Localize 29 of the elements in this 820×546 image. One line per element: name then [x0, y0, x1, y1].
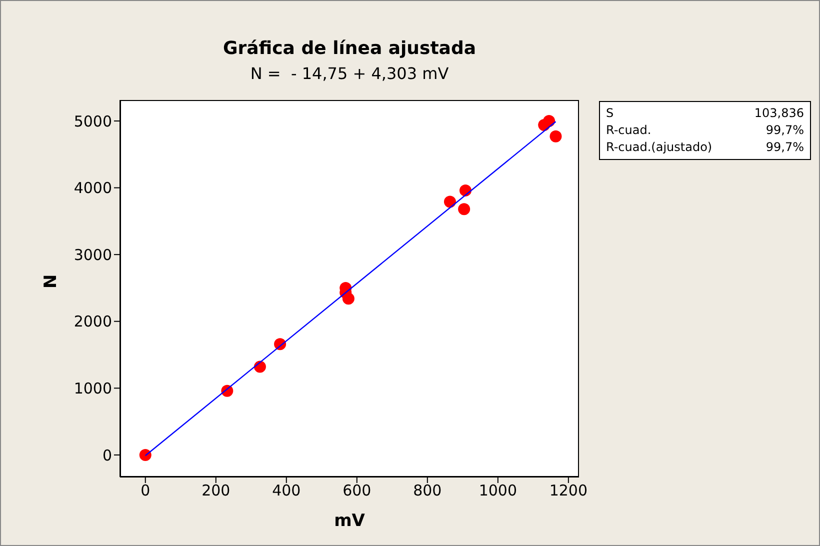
point	[458, 203, 470, 216]
y-tick-label: 4000	[74, 179, 112, 198]
x-tick-label: 200	[202, 482, 230, 500]
y-axis-title: N	[41, 274, 62, 288]
chart-subtitle: N = - 14,75 + 4,303 mV	[249, 64, 450, 83]
y-tick-label: 5000	[74, 112, 112, 130]
text: R-cuad.	[606, 122, 652, 139]
text: S	[606, 105, 614, 122]
x-axis-title: mV	[334, 511, 366, 531]
text: 103,836	[754, 105, 804, 122]
text: 99,7%	[766, 139, 804, 156]
text: R-cuad.(ajustado)	[606, 139, 712, 156]
y-tick-label: 0	[102, 446, 112, 464]
point	[444, 196, 456, 208]
chart-title: Gráfica de línea ajustada	[222, 38, 477, 59]
point	[342, 292, 354, 305]
x-tick-label: 1000	[478, 482, 518, 500]
text: 99,7%	[766, 122, 804, 139]
x-tick-label: 600	[342, 482, 372, 500]
point	[543, 114, 556, 127]
point	[550, 130, 562, 142]
x-tick-label: 1200	[549, 482, 588, 500]
x-tick-label: 0	[140, 482, 150, 500]
point	[139, 448, 152, 461]
y-tick-label: 1000	[74, 379, 112, 398]
y-tick-label: 2000	[74, 312, 112, 331]
y-tick-label: 3000	[74, 246, 112, 264]
x-tick-label: 800	[413, 482, 442, 500]
x-tick-label: 400	[272, 482, 301, 500]
